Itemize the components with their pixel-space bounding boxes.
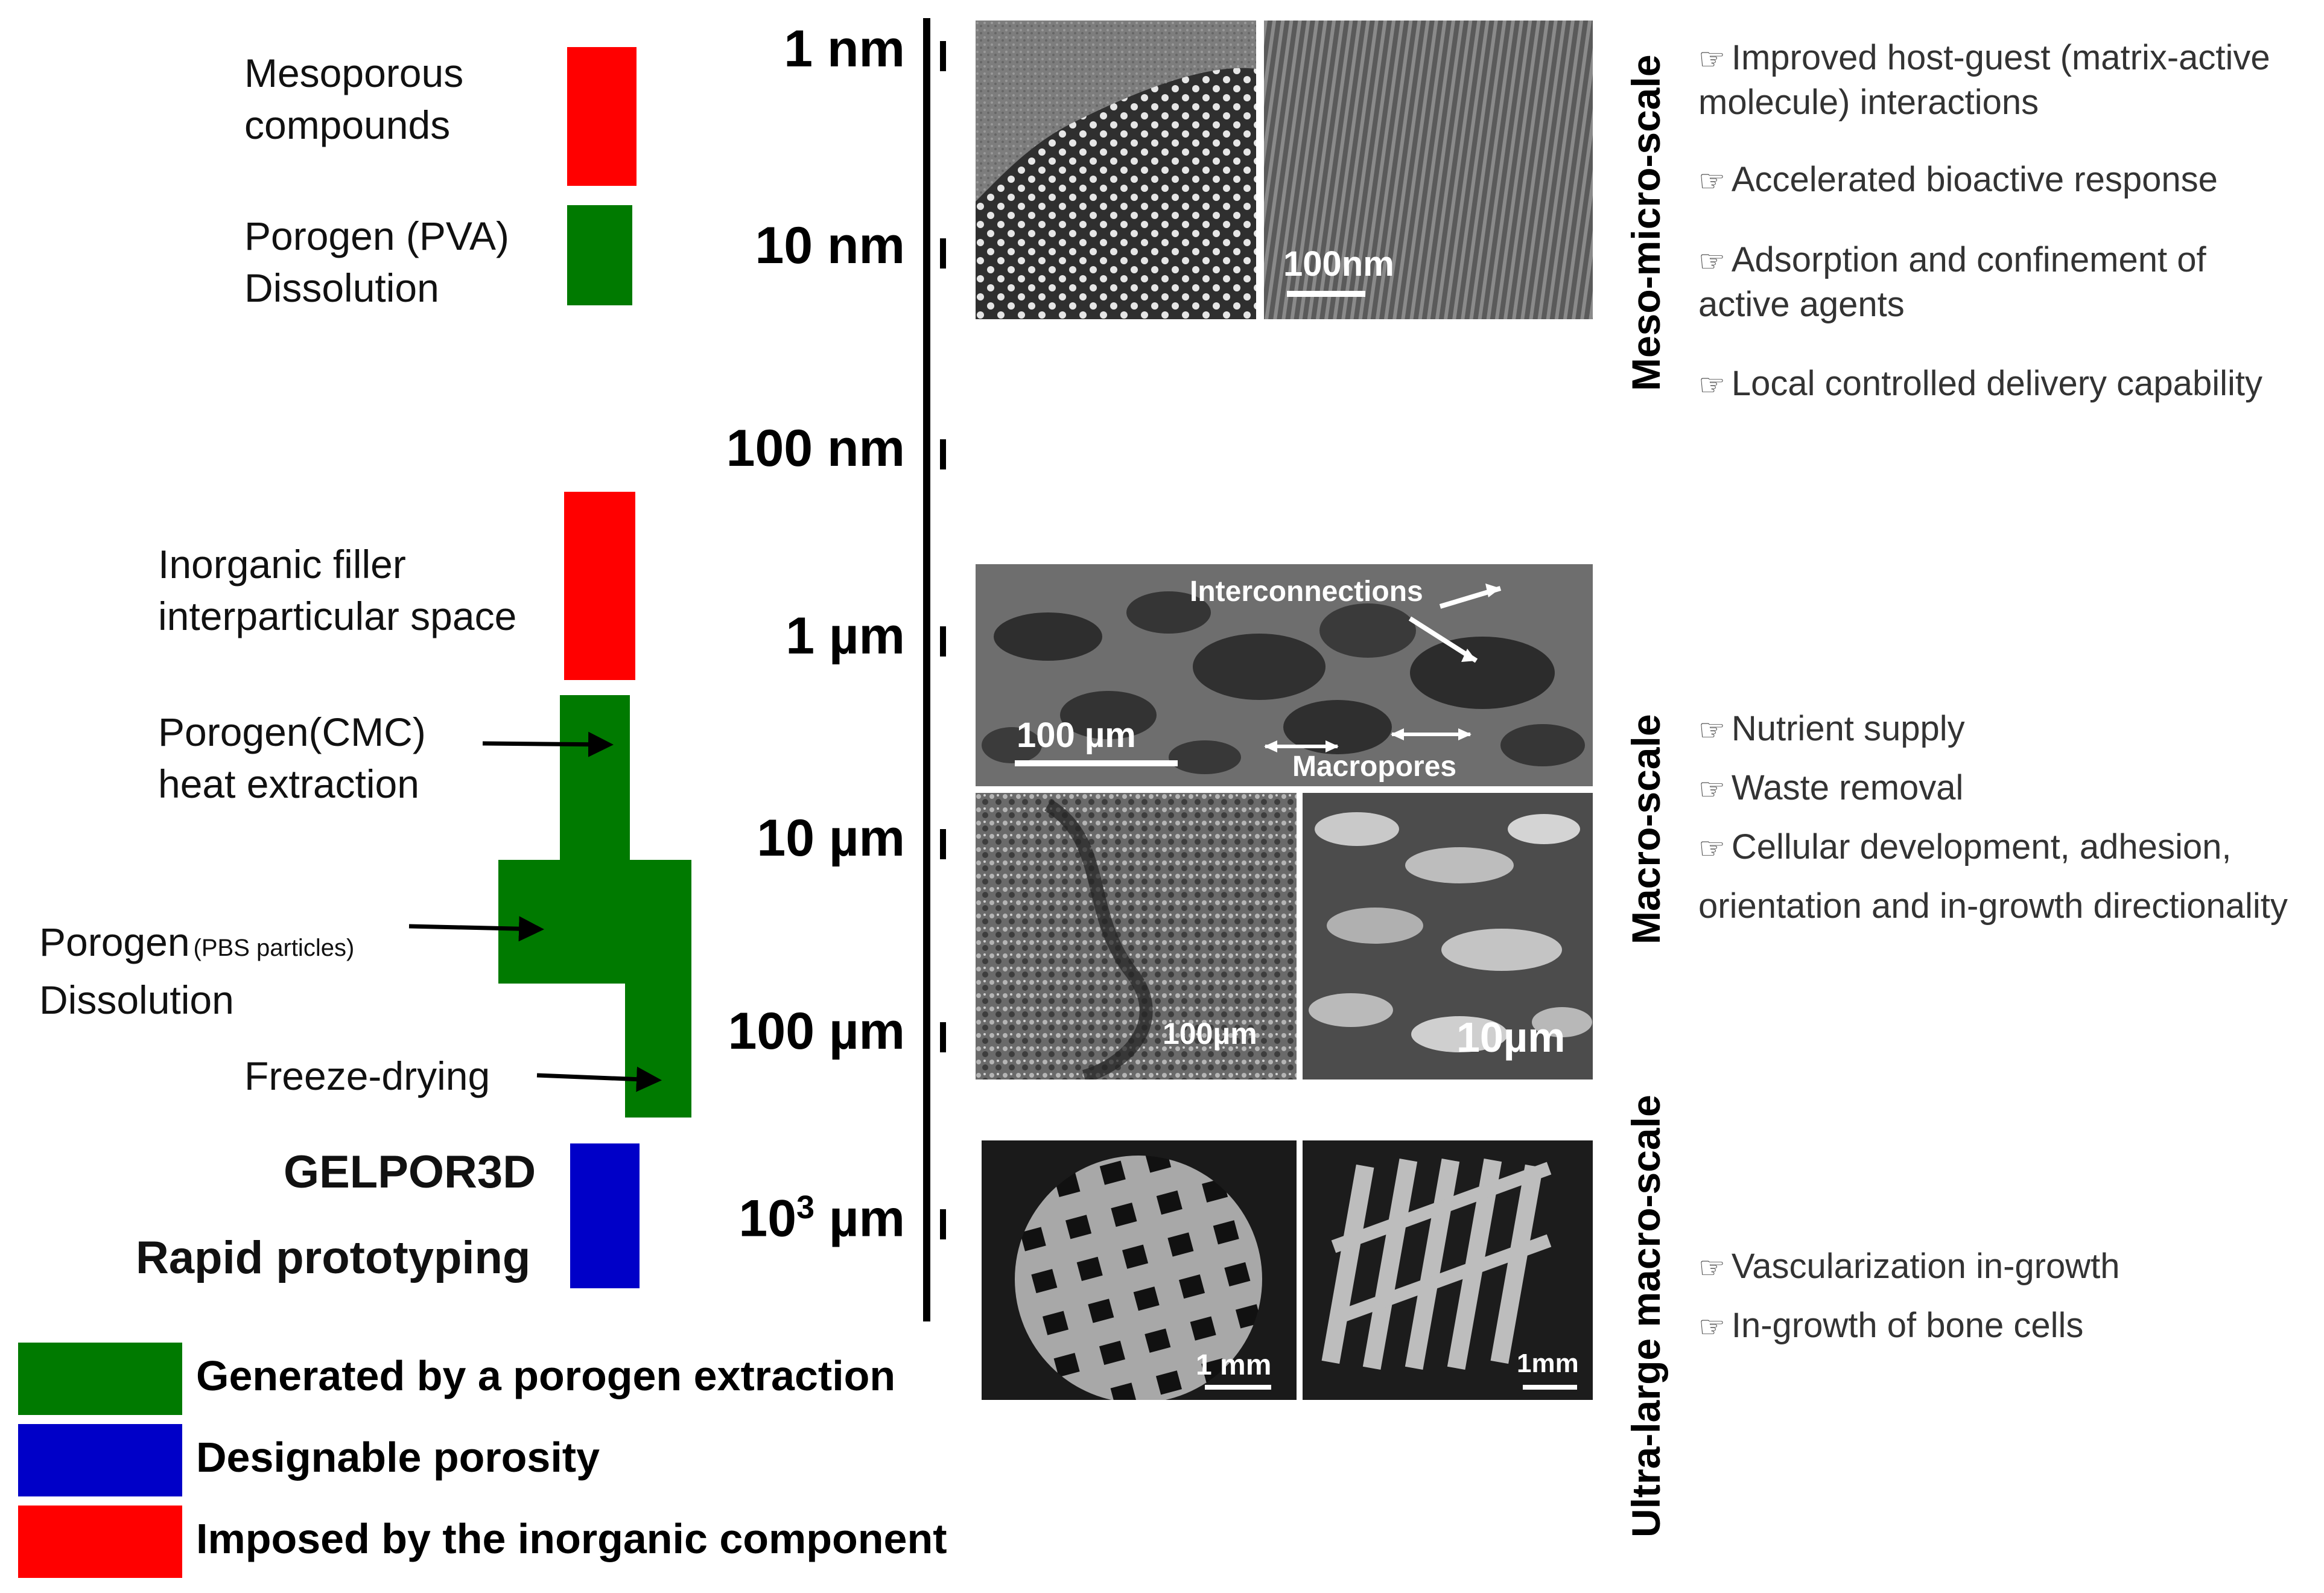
tick-10nm [940, 238, 946, 269]
tick-1nm [940, 41, 946, 71]
category-macro-scale: Macro-scale [1624, 714, 1668, 944]
label-rapid-prototyping: Rapid prototyping [136, 1232, 531, 1283]
label-inorganic-filler: Inorganic filler interparticular space [158, 542, 517, 638]
sem-image-pbs-a: 100µm [974, 792, 1298, 1081]
scale-label-10um: 10 µm [757, 809, 905, 867]
hand-pointer-icon: ☞ [1698, 1250, 1726, 1285]
scale-label-1000um: 103 µm [738, 1189, 905, 1248]
tick-100nm [940, 439, 946, 469]
hand-pointer-icon: ☞ [1698, 367, 1726, 402]
tem-image-hexagonal [974, 19, 1257, 320]
category-meso-micro-scale: Meso-micro-scale [1624, 54, 1668, 391]
feature-orientation: orientation and in-growth directionality [1698, 886, 2288, 926]
sem-image-porous: Interconnections 100 µm Macropores [974, 563, 1594, 787]
label-mesoporous: Mesoporous compounds [244, 51, 464, 147]
macropores-label: Macropores [1292, 751, 1457, 783]
feature-bone-cells: ☞ In-growth of bone cells [1698, 1306, 2084, 1345]
scale-label-100um: 100 µm [728, 1002, 905, 1060]
label-gelpor3d: GELPOR3D [284, 1146, 536, 1198]
legend-label-porogen: Generated by a porogen extraction [196, 1352, 896, 1399]
proto-image-grid: 1 mm [980, 1139, 1298, 1401]
bar-inorganic-filler [564, 492, 635, 680]
scale-label-10nm: 10 nm [755, 217, 905, 275]
tick-1000um [940, 1209, 946, 1239]
sem-image-pbs-b: 10µm [1301, 792, 1594, 1081]
pbs-scale-label-a: 100µm [1163, 1017, 1257, 1051]
scale-axis [923, 18, 930, 1321]
feature-bioactive: ☞ Accelerated bioactive response [1698, 160, 2218, 199]
category-ultra-large-macro-scale: Ultra-large macro-scale [1624, 1095, 1668, 1537]
hand-pointer-icon: ☞ [1698, 42, 1726, 77]
interconnections-label: Interconnections [1190, 576, 1423, 608]
scale-label-1um: 1 µm [786, 607, 905, 665]
label-pbs: Porogen (PBS particles) Dissolution [39, 920, 355, 1022]
bar-pva [567, 205, 632, 305]
feature-cellular-development: ☞ Cellular development, adhesion, [1698, 827, 2232, 866]
sem-scale-bar [1015, 760, 1178, 766]
feature-waste-removal: ☞ Waste removal [1698, 768, 1964, 807]
proto-scale-label-a: 1 mm [1196, 1349, 1272, 1381]
scale-label-100nm: 100 nm [726, 419, 905, 477]
pointer-arrows [408, 731, 662, 1092]
proto-scale-label-b: 1mm [1517, 1349, 1579, 1378]
pbs-scale-label-b: 10µm [1456, 1014, 1566, 1061]
feature-vascularization: ☞ Vascularization in-growth [1698, 1247, 2120, 1286]
legend-label-inorganic: Imposed by the inorganic component [196, 1515, 947, 1562]
hand-pointer-icon: ☞ [1698, 1309, 1726, 1344]
proto-scale-bar-a [1205, 1385, 1271, 1390]
feature-adsorption: ☞ Adsorption and confinement of active ag… [1698, 240, 2206, 324]
bar-gelpor3d [570, 1143, 640, 1288]
tem-scale-label: 100nm [1283, 244, 1394, 284]
legend-swatch-designable [18, 1424, 182, 1496]
tick-100um [940, 1022, 946, 1052]
hand-pointer-icon: ☞ [1698, 713, 1726, 748]
tick-1um [940, 626, 946, 657]
tick-10um [940, 829, 946, 859]
feature-host-guest: ☞ Improved host-guest (matrix-active mole… [1698, 38, 2270, 122]
hand-pointer-icon: ☞ [1698, 244, 1726, 279]
label-cmc: Porogen(CMC) heat extraction [158, 710, 426, 806]
label-pva: Porogen (PVA) Dissolution [244, 214, 509, 310]
hand-pointer-icon: ☞ [1698, 164, 1726, 199]
tem-scale-bar [1287, 291, 1365, 297]
scale-label-1nm: 1 nm [784, 20, 905, 78]
label-freeze-drying: Freeze-drying [244, 1054, 491, 1098]
sem-scale-label: 100 µm [1017, 716, 1136, 755]
tem-image-channels: 100nm [1263, 19, 1594, 320]
proto-scale-bar-b [1523, 1385, 1577, 1390]
proto-image-struts: 1mm [1301, 1139, 1594, 1401]
feature-local-delivery: ☞ Local controlled delivery capability [1698, 364, 2262, 403]
legend-swatch-porogen [18, 1343, 182, 1415]
bar-cmc [560, 695, 630, 876]
legend-label-designable: Designable porosity [196, 1434, 600, 1481]
bar-mesoporous [567, 47, 637, 186]
legend-swatch-inorganic [18, 1506, 182, 1578]
hand-pointer-icon: ☞ [1698, 831, 1726, 866]
hand-pointer-icon: ☞ [1698, 772, 1726, 807]
feature-nutrient-supply: ☞ Nutrient supply [1698, 709, 1965, 748]
